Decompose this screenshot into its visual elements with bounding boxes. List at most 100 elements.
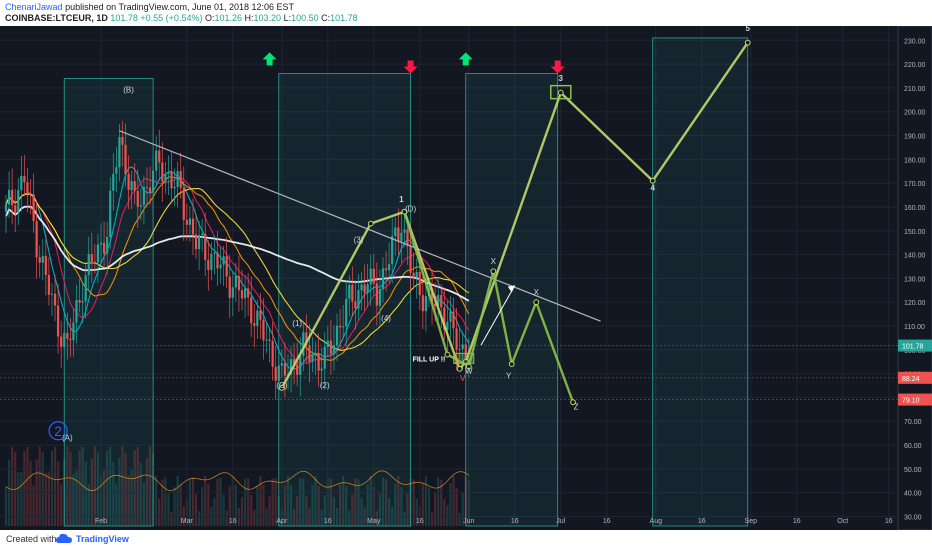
time-tick-label: 16 bbox=[698, 518, 706, 525]
volume-bar bbox=[96, 452, 100, 526]
projection-arrow-head bbox=[507, 285, 515, 293]
volume-bar bbox=[222, 494, 225, 526]
candle-body bbox=[415, 271, 418, 278]
candle-body bbox=[41, 255, 44, 263]
candle-body bbox=[170, 171, 173, 189]
candle-body bbox=[139, 205, 142, 207]
volume-bar bbox=[250, 495, 253, 526]
volume-bar bbox=[115, 483, 118, 526]
candle-body bbox=[391, 235, 394, 265]
candle-body bbox=[167, 171, 170, 174]
trendline[interactable] bbox=[119, 130, 601, 322]
candle-body bbox=[317, 353, 320, 371]
projection-arrow-line bbox=[480, 285, 516, 346]
price-badge-label: 88.24 bbox=[902, 376, 920, 383]
volume-bar bbox=[112, 462, 115, 526]
price-tick-label: 230.00 bbox=[904, 38, 926, 45]
volume-bar bbox=[26, 446, 29, 526]
wave-point[interactable] bbox=[465, 363, 472, 370]
wave-label: Z bbox=[574, 402, 579, 411]
volume-bar bbox=[247, 478, 250, 526]
wave-label: 1 bbox=[399, 195, 404, 204]
candle-body bbox=[357, 290, 360, 309]
price-axis[interactable]: 30.0040.0050.0060.0070.0080.0090.00100.0… bbox=[897, 26, 932, 530]
candle-body bbox=[152, 170, 155, 193]
time-tick-label: Oct bbox=[837, 518, 848, 525]
volume-bar bbox=[437, 477, 440, 526]
volume-bar bbox=[72, 473, 75, 526]
candle-body bbox=[38, 257, 41, 263]
oscillator-line bbox=[5, 470, 470, 492]
candle-body bbox=[314, 353, 317, 355]
wave-point[interactable] bbox=[401, 208, 408, 215]
wave-point[interactable] bbox=[744, 39, 751, 46]
candle-body bbox=[72, 322, 75, 341]
candle-body bbox=[247, 288, 250, 298]
price-tick-label: 40.00 bbox=[904, 491, 922, 498]
candle-body bbox=[142, 186, 146, 206]
volume-bar bbox=[155, 475, 158, 526]
chart-header: ChenariJawad published on TradingView.co… bbox=[0, 0, 932, 26]
candle-body bbox=[228, 276, 231, 298]
volume-bar bbox=[394, 483, 397, 526]
drawings-layer[interactable] bbox=[119, 39, 751, 406]
time-tick-label: 16 bbox=[416, 518, 424, 525]
volume-bar bbox=[102, 470, 106, 526]
volume-bar bbox=[78, 450, 81, 526]
price-badge-label: 79.10 bbox=[902, 398, 920, 405]
wave-point[interactable] bbox=[557, 89, 564, 96]
candle-body bbox=[66, 332, 69, 339]
volume-bar bbox=[427, 487, 431, 526]
wave-label: (B) bbox=[123, 86, 134, 95]
ohlc-line: COINBASE:LTCEUR, 1D 101.78 +0.55 (+0.54%… bbox=[5, 13, 358, 23]
footer: Created with TradingView bbox=[0, 530, 932, 550]
volume-bar bbox=[197, 511, 201, 526]
candle-body bbox=[243, 288, 247, 299]
wave-point[interactable] bbox=[508, 361, 515, 367]
candle-body bbox=[197, 235, 201, 250]
wave-point[interactable] bbox=[444, 351, 451, 358]
volume-bar bbox=[133, 449, 136, 526]
wave-point[interactable] bbox=[570, 399, 576, 406]
volume-bar bbox=[369, 476, 372, 526]
wave-label: (C) bbox=[276, 381, 287, 390]
volume-bar bbox=[4, 486, 8, 526]
price-tick-label: 140.00 bbox=[904, 253, 926, 260]
candle-body bbox=[99, 242, 103, 245]
price-tick-label: 160.00 bbox=[904, 205, 926, 212]
volume-bar bbox=[20, 471, 23, 526]
wave-label: (2) bbox=[320, 381, 330, 390]
wave-point[interactable] bbox=[533, 299, 540, 306]
low-value: 100.50 bbox=[291, 13, 319, 23]
candle-body bbox=[106, 236, 109, 254]
volume-bar bbox=[173, 487, 176, 526]
wave-point[interactable] bbox=[367, 220, 374, 227]
volume-bar bbox=[234, 484, 237, 526]
volume-bar bbox=[158, 498, 161, 526]
candle-body bbox=[29, 193, 32, 195]
author-link[interactable]: ChenariJawad bbox=[5, 2, 63, 12]
volume-bar bbox=[421, 483, 424, 526]
time-tick-label: Jul bbox=[556, 518, 565, 525]
time-box bbox=[465, 73, 559, 527]
volume-bar bbox=[29, 460, 32, 526]
time-axis[interactable]: Feb Mar 16 Apr 16 May 16 Jun 16 Jul 16 Aug 16 Sep 16 Oc… bbox=[95, 518, 893, 525]
candle-body bbox=[78, 300, 81, 303]
wave-point[interactable] bbox=[278, 385, 285, 391]
candle-body bbox=[69, 338, 72, 341]
candle-body bbox=[363, 284, 366, 293]
candle-body bbox=[293, 359, 296, 365]
candle-body bbox=[109, 190, 112, 237]
price-tick-label: 50.00 bbox=[904, 467, 922, 474]
wave-point[interactable] bbox=[649, 177, 656, 184]
tradingview-link[interactable]: TradingView bbox=[76, 534, 129, 544]
volume-bar bbox=[320, 509, 323, 526]
wave-path-main[interactable] bbox=[280, 42, 749, 389]
volume-bar bbox=[366, 484, 369, 526]
candle-body bbox=[240, 290, 244, 299]
wave-point[interactable] bbox=[456, 365, 463, 372]
price-chart[interactable]: (A)(B)(C)(1)(2)(3)(4)1(D)2VWXYXZ345FILL … bbox=[0, 26, 932, 530]
candle-body bbox=[424, 296, 428, 312]
wave-point[interactable] bbox=[490, 268, 497, 275]
volume-bar bbox=[299, 478, 302, 526]
